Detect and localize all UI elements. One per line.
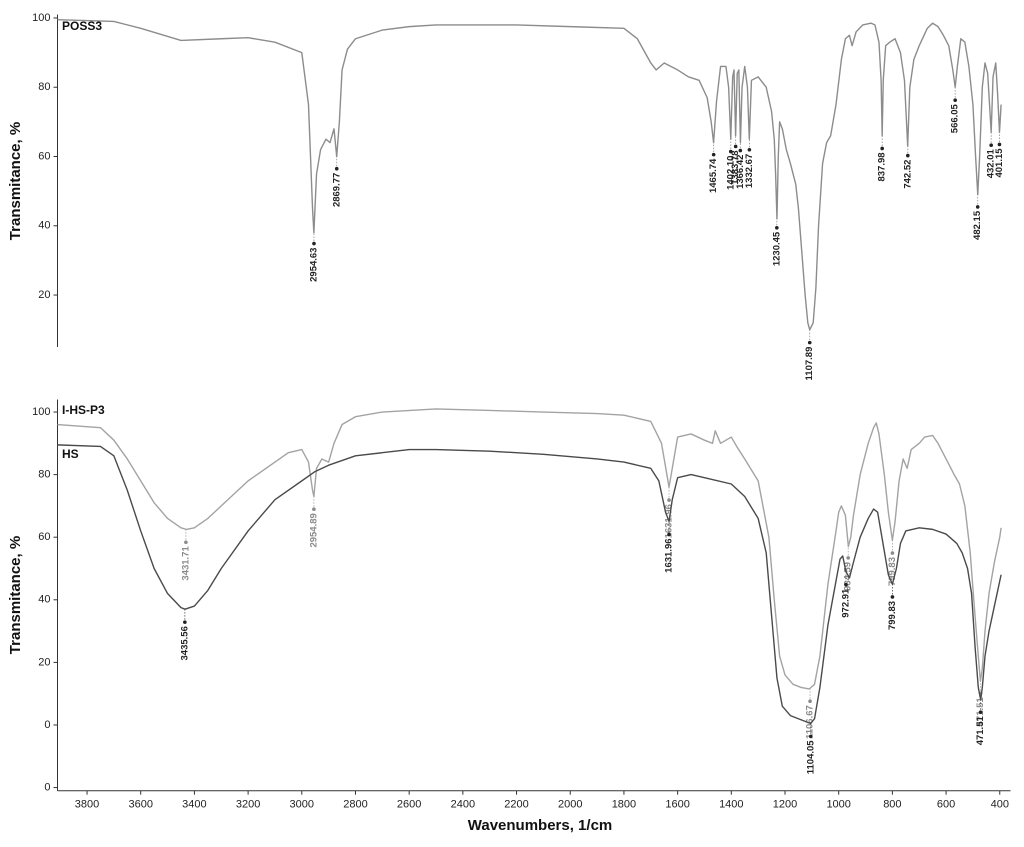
- y-tick-label: 40: [38, 220, 50, 232]
- y-tick-label: 100: [32, 406, 50, 418]
- peak-label: 799.83: [887, 557, 898, 586]
- x-tick-label: 800: [883, 799, 901, 811]
- x-tick-label: 2800: [343, 799, 367, 811]
- y-tick-label: 100: [32, 12, 50, 24]
- peak-marker: [728, 149, 733, 154]
- peak-marker: [711, 152, 716, 157]
- x-tick-label: 3800: [75, 799, 99, 811]
- y-tick-label: 0: [44, 781, 50, 793]
- y-tick-label: 80: [38, 81, 50, 93]
- peak-marker: [997, 142, 1002, 147]
- peak-label: 482.15: [972, 210, 983, 240]
- y-axis-title: Transmitance, %: [7, 122, 24, 240]
- peak-label: 1366.42: [735, 155, 746, 189]
- peak-label: 1106.67: [805, 705, 816, 739]
- spectrum-line: [57, 19, 1002, 331]
- peak-label: 1230.45: [771, 231, 782, 266]
- peak-marker: [880, 146, 884, 151]
- peak-label: 2954.63: [308, 248, 319, 282]
- peak-label: 432.01: [986, 149, 997, 179]
- peak-label: 972.91: [840, 588, 851, 618]
- peak-marker: [312, 241, 316, 246]
- peak-label: 1104.05: [805, 740, 816, 775]
- peak-marker: [846, 556, 850, 560]
- peak-label: 2869.77: [331, 173, 342, 207]
- y-tick-label: 0: [44, 719, 50, 731]
- x-tick-label: 3200: [236, 799, 260, 811]
- x-tick-label: 1800: [612, 799, 636, 811]
- peak-label: 471.51: [975, 716, 986, 746]
- y-tick-label: 20: [38, 289, 50, 301]
- peak-label: 401.15: [994, 148, 1005, 178]
- peak-label: 1402.10: [725, 156, 736, 190]
- x-tick-label: 1200: [773, 799, 797, 811]
- peak-label: 742.52: [902, 160, 913, 189]
- peak-marker: [807, 340, 812, 345]
- peak-marker: [808, 734, 813, 739]
- peak-label: 1465.74: [708, 158, 719, 193]
- x-tick-label: 3400: [182, 799, 206, 811]
- peak-marker: [808, 699, 812, 704]
- x-axis-title: Wavenumbers, 1/cm: [468, 817, 613, 834]
- y-tick-label: 60: [38, 150, 50, 162]
- y-tick-label: 60: [38, 531, 50, 543]
- peak-label: 1332.67: [744, 154, 755, 188]
- peak-marker: [978, 710, 983, 715]
- y-tick-label: 20: [38, 656, 50, 668]
- peak-label: 1107.89: [804, 347, 815, 381]
- peak-marker: [844, 582, 848, 587]
- x-tick-label: 1600: [665, 799, 689, 811]
- peak-label: 2954.89: [308, 513, 319, 547]
- spectrum-line: [57, 444, 1002, 725]
- peak-label: 566.05: [950, 103, 961, 133]
- peak-marker: [775, 225, 779, 230]
- x-tick-label: 2600: [397, 799, 421, 811]
- peak-marker: [989, 143, 993, 148]
- peak-marker: [667, 498, 671, 502]
- peak-marker: [667, 532, 671, 537]
- x-tick-label: 3000: [290, 799, 314, 811]
- peak-label: 3431.71: [180, 546, 191, 581]
- peak-label: 1383.78: [730, 150, 741, 184]
- peak-label: 837.98: [877, 152, 888, 181]
- x-tick-label: 1000: [826, 799, 850, 811]
- peak-marker: [184, 540, 188, 545]
- spectrum-line: [57, 408, 1002, 690]
- y-tick-label: 80: [38, 469, 50, 481]
- x-tick-label: 1400: [719, 799, 743, 811]
- peak-label: 799.83: [887, 601, 898, 630]
- y-axis-title: Transmitance, %: [7, 536, 24, 654]
- x-tick-label: 400: [991, 799, 1009, 811]
- x-tick-label: 3600: [128, 799, 152, 811]
- peak-marker: [953, 98, 957, 102]
- peak-marker: [975, 205, 980, 209]
- series-label: HS: [62, 447, 79, 461]
- peak-marker: [183, 620, 187, 624]
- series-label: I-HS-P3: [62, 403, 105, 417]
- x-tick-label: 2200: [504, 799, 528, 811]
- peak-marker: [738, 148, 743, 153]
- x-tick-label: 2000: [558, 799, 582, 811]
- x-tick-label: 2400: [451, 799, 475, 811]
- x-tick-label: 600: [937, 799, 955, 811]
- peak-marker: [334, 166, 339, 171]
- peak-marker: [747, 147, 752, 152]
- peak-marker: [312, 507, 316, 512]
- y-tick-label: 40: [38, 594, 50, 606]
- peak-label: 3435.56: [179, 626, 190, 660]
- peak-label: 1631.96: [664, 538, 675, 572]
- peak-marker: [890, 551, 895, 555]
- peak-marker: [906, 153, 910, 158]
- series-label: POSS3: [62, 19, 102, 33]
- peak-marker: [890, 595, 895, 599]
- peak-marker: [733, 144, 738, 149]
